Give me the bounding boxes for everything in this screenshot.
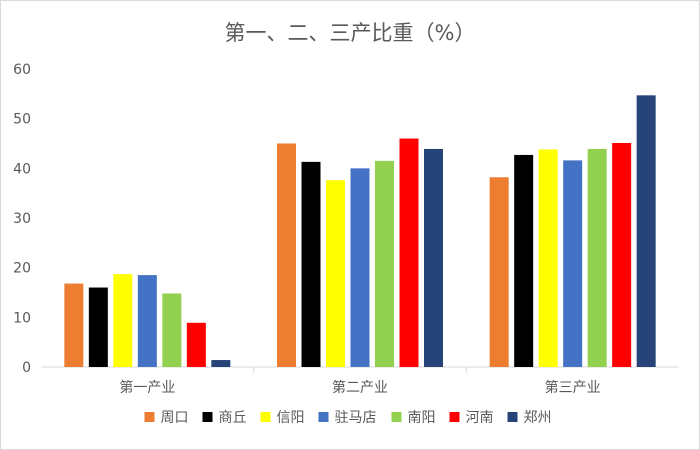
y-tick-label: 0 (22, 360, 31, 376)
x-tick-label: 第一产业 (119, 379, 175, 396)
bar (186, 322, 206, 367)
y-tick-label: 60 (13, 62, 31, 78)
legend-swatch (391, 412, 402, 422)
x-tick-label: 第二产业 (332, 379, 388, 396)
legend: 周口 商丘 信阳 驻马店 南阳 河南 郑州 (144, 410, 552, 426)
legend-label: 驻马店 (335, 410, 377, 426)
bar (162, 293, 182, 367)
bar (636, 95, 656, 367)
bar (399, 138, 419, 367)
legend-swatch (202, 412, 213, 422)
bars-layer (64, 95, 656, 367)
bar (375, 160, 394, 367)
legend-swatch (449, 412, 460, 422)
bar (350, 168, 370, 367)
bar (514, 154, 534, 367)
bar (424, 148, 443, 367)
bar (538, 149, 558, 367)
bar (113, 274, 133, 367)
legend-swatch (318, 412, 329, 422)
legend-swatch (507, 412, 518, 422)
bar (301, 161, 321, 367)
bar (137, 275, 157, 367)
bar (489, 177, 509, 367)
legend-swatch (144, 412, 155, 422)
bar (88, 287, 108, 367)
bar (211, 360, 231, 367)
bar (612, 143, 632, 367)
x-tick-label: 第三产业 (545, 379, 601, 396)
y-tick-label: 20 (13, 261, 31, 277)
bar (587, 148, 607, 367)
y-tick-label: 50 (13, 112, 31, 128)
y-tick-label: 40 (13, 161, 31, 177)
legend-label: 郑州 (524, 410, 552, 426)
bar (277, 143, 296, 367)
y-tick-label: 30 (13, 211, 31, 227)
y-tick-label: 10 (13, 310, 31, 326)
bar (326, 180, 345, 367)
bar (563, 160, 583, 367)
chart-title: 第一、二、三产比重（%） (225, 21, 476, 45)
bar (64, 283, 84, 367)
legend-label: 周口 (161, 410, 189, 426)
legend-label: 信阳 (277, 410, 305, 426)
legend-label: 河南 (466, 410, 494, 426)
legend-label: 南阳 (408, 410, 436, 426)
legend-swatch (260, 412, 271, 422)
legend-label: 商丘 (219, 410, 247, 426)
